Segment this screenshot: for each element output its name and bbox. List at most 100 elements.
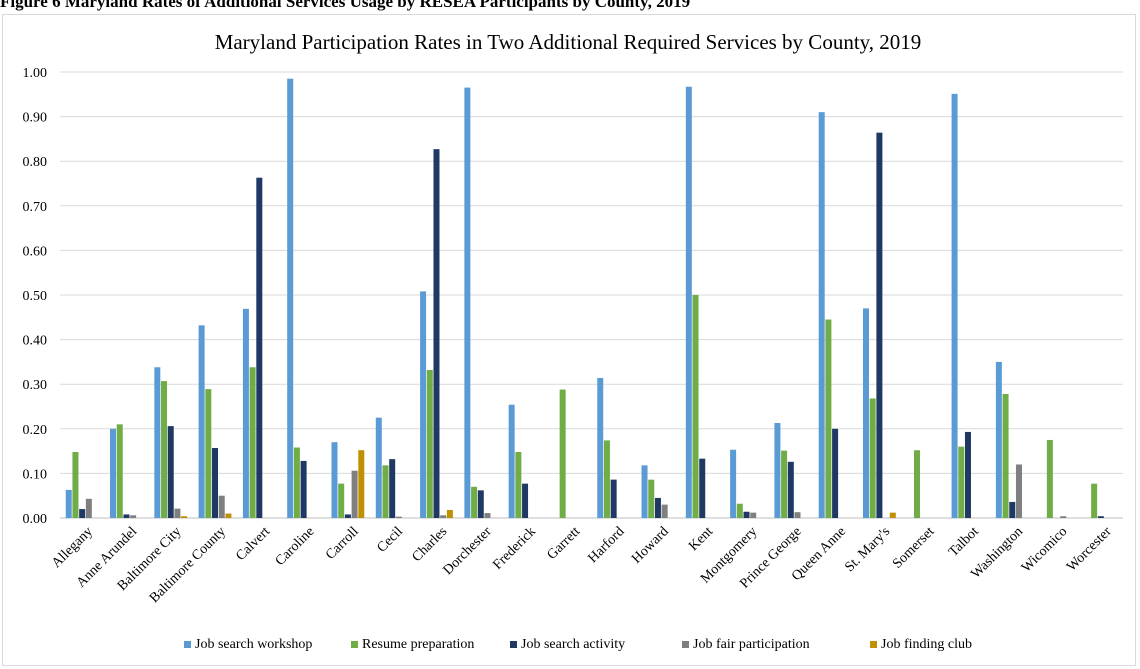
bar-job-search-workshop	[818, 112, 825, 518]
bar-job-search-workshop	[995, 361, 1002, 518]
bar-job-finding-club	[446, 509, 453, 518]
bar-job-fair-participation	[174, 508, 181, 518]
bar-job-search-activity	[787, 461, 794, 518]
y-tick-label: 0.70	[23, 200, 48, 215]
bar-resume-preparation	[1002, 394, 1009, 518]
legend-label: Job search workshop	[195, 637, 312, 652]
bar-job-search-workshop	[420, 291, 427, 518]
chart-title: Maryland Participation Rates in Two Addi…	[215, 30, 922, 54]
bar-job-search-activity	[743, 511, 750, 518]
y-axis-ticks: 0.00 0.10 0.20 0.30 0.40 0.50 0.60 0.70 0.80 0.90…	[23, 66, 48, 527]
x-tick-label: Caroline	[273, 524, 318, 569]
x-tick-label: Kent	[686, 524, 716, 554]
y-tick-label: 0.50	[23, 289, 48, 304]
bar-resume-preparation	[603, 440, 610, 518]
bar-resume-preparation	[825, 319, 832, 518]
bar-job-search-workshop	[774, 423, 781, 518]
bar-job-finding-club	[358, 450, 365, 518]
bar-resume-preparation	[1046, 439, 1053, 518]
bar-job-search-activity	[344, 514, 351, 518]
figure-caption: Figure 6 Maryland Rates of Additional Se…	[0, 0, 691, 11]
bar-job-search-activity	[300, 460, 307, 518]
legend-swatch	[510, 641, 517, 648]
bar-job-search-workshop	[730, 449, 737, 518]
bar-job-search-workshop	[597, 377, 604, 518]
bar-resume-preparation	[692, 295, 699, 518]
bar-job-fair-participation	[85, 498, 92, 518]
bar-job-search-activity	[433, 149, 440, 518]
x-tick-label: Garrett	[545, 524, 584, 563]
bar-job-search-workshop	[65, 489, 72, 518]
bar-resume-preparation	[161, 381, 168, 518]
bar-resume-preparation	[869, 398, 876, 518]
x-tick-label: Talbot	[946, 524, 982, 560]
bar-job-search-workshop	[863, 308, 869, 518]
x-tick-label: Baltimore County	[147, 524, 229, 606]
bar-job-fair-participation	[351, 470, 358, 518]
bar-job-search-workshop	[110, 428, 117, 518]
chart-frame	[2, 14, 1136, 666]
bar-job-fair-participation	[218, 495, 225, 518]
bar-resume-preparation	[249, 367, 256, 518]
bar-job-finding-club	[181, 516, 188, 518]
bar-job-search-activity	[123, 514, 130, 518]
bar-job-search-workshop	[464, 87, 471, 519]
bar-resume-preparation	[72, 451, 79, 518]
bar-job-finding-club	[889, 512, 896, 518]
y-tick-label: 1.00	[23, 66, 48, 81]
x-tick-label: Worcester	[1064, 524, 1115, 575]
bar-job-search-activity	[964, 431, 971, 518]
x-tick-label: Somerset	[890, 524, 938, 572]
y-tick-label: 0.30	[23, 378, 48, 393]
bar-job-search-activity	[477, 490, 484, 518]
bar-resume-preparation	[426, 369, 433, 518]
bars	[65, 78, 1104, 519]
bar-job-search-workshop	[331, 442, 338, 518]
bar-resume-preparation	[958, 446, 965, 518]
bar-job-search-activity	[876, 132, 883, 518]
legend-label: Resume preparation	[362, 637, 474, 652]
legend-swatch	[184, 641, 191, 648]
y-tick-label: 0.10	[23, 467, 48, 482]
bar-job-search-workshop	[198, 325, 205, 518]
legend-label: Job search activity	[521, 637, 625, 652]
bar-resume-preparation	[116, 424, 123, 518]
x-tick-label: Wicomico	[1019, 524, 1070, 575]
legend-label: Job fair participation	[693, 637, 810, 652]
bar-job-search-activity	[522, 483, 529, 518]
bar-resume-preparation	[736, 503, 743, 518]
bar-resume-preparation	[338, 483, 345, 518]
y-tick-label: 0.40	[23, 334, 48, 349]
x-tick-label: Carroll	[323, 524, 362, 563]
bar-resume-preparation	[559, 389, 566, 518]
y-tick-label: 0.20	[23, 423, 48, 438]
bar-job-finding-club	[225, 513, 232, 518]
x-tick-label: Howard	[629, 524, 672, 567]
bar-job-fair-participation	[484, 513, 491, 518]
legend-swatch	[870, 641, 877, 648]
gridlines	[60, 71, 1123, 519]
bar-resume-preparation	[648, 479, 655, 518]
bar-job-search-workshop	[154, 367, 161, 518]
legend: Job search workshop Resume preparation Job…	[184, 637, 972, 652]
bar-job-search-activity	[79, 509, 86, 518]
bar-resume-preparation	[515, 451, 522, 518]
x-tick-label: Calvert	[233, 524, 273, 564]
bar-job-search-activity	[167, 426, 174, 518]
y-tick-label: 0.90	[23, 111, 48, 126]
bar-job-fair-participation	[794, 512, 801, 518]
bar-job-search-activity	[389, 459, 396, 518]
bar-job-fair-participation	[661, 504, 668, 518]
bar-job-fair-participation	[1060, 516, 1067, 518]
bar-job-search-activity	[832, 428, 839, 518]
bar-resume-preparation	[913, 450, 920, 518]
legend-swatch	[351, 641, 358, 648]
bar-job-search-workshop	[242, 308, 249, 518]
y-tick-label: 0.00	[23, 512, 48, 527]
x-tick-label: Harford	[586, 524, 628, 566]
bar-job-fair-participation	[130, 515, 137, 518]
bar-job-search-workshop	[287, 78, 294, 518]
bar-job-fair-participation	[1015, 464, 1022, 518]
